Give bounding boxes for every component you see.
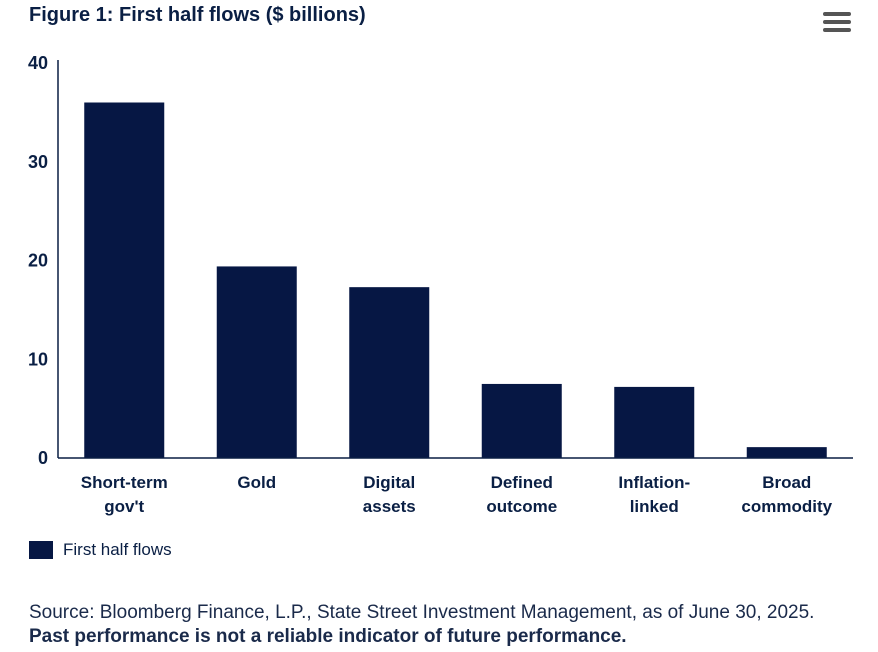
y-tick-label: 0: [38, 448, 48, 468]
x-tick-label: Inflation-linked: [618, 473, 690, 516]
x-tick-label: Broad commodity: [741, 473, 832, 516]
y-tick-label: 20: [28, 251, 48, 271]
hamburger-menu-icon[interactable]: [823, 12, 851, 34]
x-tick-label: Defined outcome: [486, 473, 557, 516]
y-tick-label: 40: [28, 53, 48, 73]
bar: [349, 287, 430, 458]
source-note: Source: Bloomberg Finance, L.P., State S…: [29, 601, 859, 649]
bar: [614, 386, 695, 458]
x-tick-label: Short-term gov't: [81, 473, 168, 516]
legend-label: First half flows: [63, 540, 172, 559]
x-tick-label: Gold: [237, 473, 276, 492]
source-text: Source: Bloomberg Finance, L.P., State S…: [29, 602, 815, 623]
y-tick-label: 10: [28, 349, 48, 369]
legend: First half flows: [29, 540, 172, 560]
bar: [746, 447, 827, 458]
y-tick-label: 30: [28, 152, 48, 172]
chart-title: Figure 1: First half flows ($ billions): [29, 4, 366, 26]
x-tick-label: Digital assets: [363, 473, 416, 516]
legend-swatch: [29, 541, 53, 559]
disclaimer-text: Past performance is not a reliable indic…: [29, 626, 627, 647]
bar-chart: 0 10 20 30 40 Short-term gov't Gold Digital asse…: [28, 53, 853, 516]
bar: [481, 383, 562, 458]
bar: [84, 102, 165, 458]
bar: [216, 266, 297, 458]
